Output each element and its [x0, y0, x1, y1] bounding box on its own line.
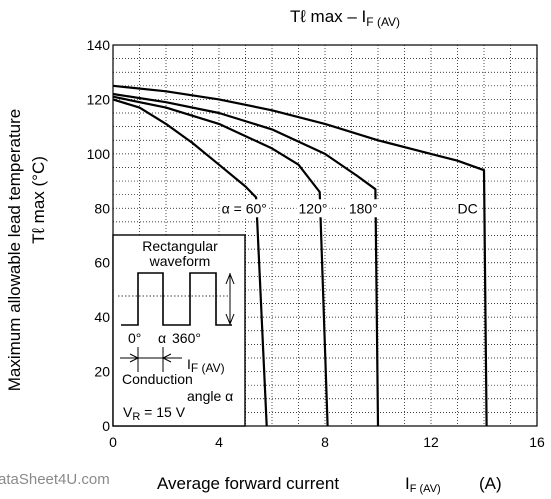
inset-conduction-line1: Conduction — [122, 371, 193, 387]
series-curve — [112, 95, 329, 427]
x-axis-symbol: IF (AV) — [405, 474, 441, 495]
inset-conduction-line2: angle α — [187, 388, 233, 404]
x-tick-label: 0 — [109, 434, 117, 450]
y-tick-label: 100 — [87, 146, 111, 162]
conduction-arrow-head-left — [129, 353, 140, 363]
inset-angle-360: 360° — [172, 330, 201, 346]
inset-title-line2: waveform — [149, 253, 211, 269]
waveform-inset: Rectangular waveform 0° α 360° IF (AV) C… — [112, 234, 246, 427]
curve-labels: α = 60° 120° 180° DC — [219, 199, 480, 218]
y-tick-label: 0 — [102, 418, 110, 434]
inset-angle-0: 0° — [128, 330, 141, 346]
curve-label-bg — [296, 199, 330, 218]
series-curve — [112, 92, 380, 427]
inset-current-label: IF (AV) — [187, 356, 225, 375]
series-curves — [112, 84, 488, 427]
x-tick-labels: 0 4 8 12 16 — [109, 434, 545, 450]
y-tick-label: 120 — [87, 91, 111, 107]
series-curve — [112, 98, 268, 427]
inset-title-line1: Rectangular — [142, 238, 218, 254]
arrow-head-top — [225, 272, 235, 285]
x-axis-label: Average forward current — [157, 474, 339, 493]
y-axis-label-line1: Maximum allowable lead temperature — [5, 109, 24, 392]
y-tick-label: 80 — [94, 200, 110, 216]
x-tick-label: 12 — [423, 434, 439, 450]
x-tick-label: 4 — [215, 434, 223, 450]
series-curve — [112, 84, 488, 427]
y-tick-label: 140 — [87, 37, 111, 53]
curve-label-bg — [346, 199, 380, 218]
waveform-signal — [121, 272, 232, 326]
chart-title: Tℓ max – IF (AV) — [290, 7, 400, 29]
curve-label-bg — [455, 199, 480, 218]
curve-label: 120° — [299, 200, 328, 216]
conduction-arrow-head-right — [161, 353, 172, 363]
watermark: ataSheet4U.com — [0, 471, 110, 488]
x-tick-label: 16 — [529, 434, 545, 450]
curve-label: DC — [458, 200, 478, 216]
curve-label-bg — [219, 199, 269, 218]
y-tick-label: 60 — [94, 255, 110, 271]
y-tick-label: 40 — [94, 309, 110, 325]
curve-label: α = 60° — [222, 200, 267, 216]
arrow-head-bottom — [225, 313, 235, 326]
inset-box — [112, 234, 246, 427]
inset-voltage: VR = 15 V — [123, 404, 186, 423]
y-tick-label: 20 — [94, 364, 110, 380]
chart-title-main: Tℓ max – I — [290, 7, 366, 26]
curve-label: 180° — [349, 200, 378, 216]
inset-angle-alpha: α — [158, 330, 166, 346]
chart-title-sub: F (AV) — [366, 15, 400, 29]
y-axis-label-line2: Tℓ max (°C) — [29, 156, 48, 244]
x-tick-label: 8 — [321, 434, 329, 450]
y-tick-labels: 0 20 40 60 80 100 120 140 — [87, 37, 111, 434]
x-axis-unit: (A) — [479, 474, 502, 493]
